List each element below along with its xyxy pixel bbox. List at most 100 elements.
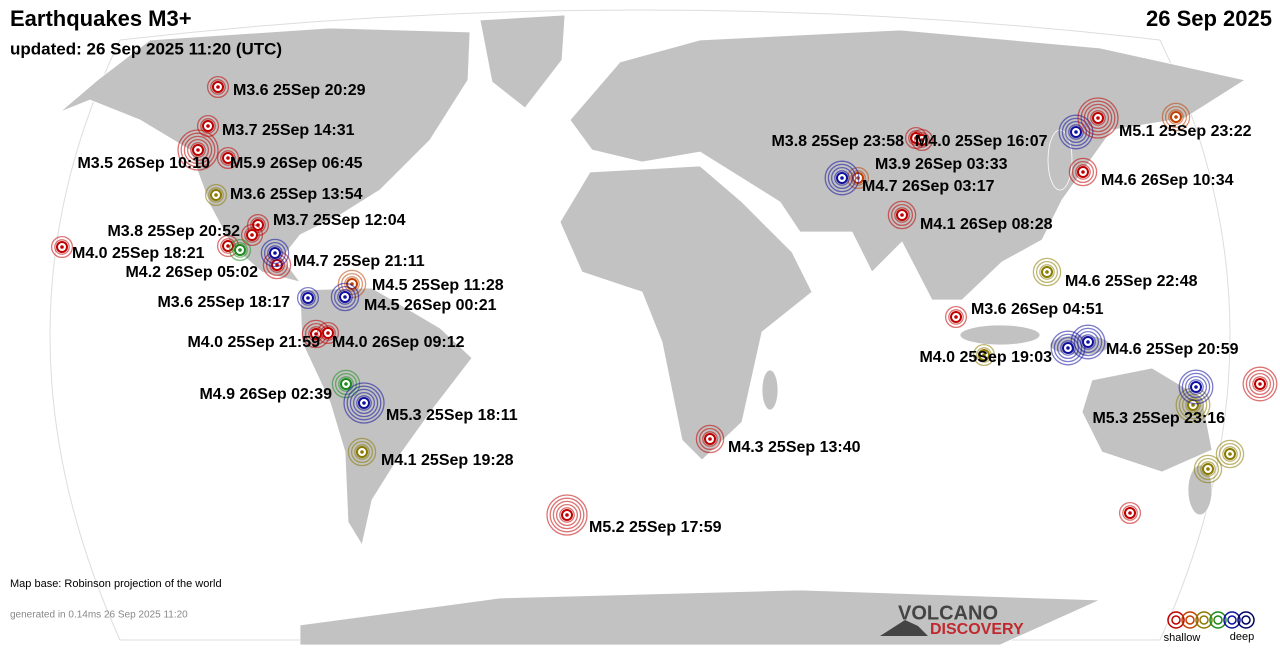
marker-ring [972, 343, 996, 367]
quake-marker [1032, 257, 1062, 287]
marker-ring [1222, 446, 1238, 462]
marker-dot [60, 245, 64, 249]
marker-ring [914, 132, 930, 148]
marker-ring [244, 227, 260, 243]
marker-ring [300, 290, 316, 306]
quake-label: M4.0 26Sep 09:12 [332, 334, 465, 351]
marker-ring [346, 385, 382, 421]
marker-ring [1080, 100, 1116, 136]
quake-marker [972, 343, 996, 367]
quake-label: M4.2 26Sep 05:02 [125, 264, 258, 281]
marker-dot [1081, 170, 1085, 174]
marker-dot [226, 244, 230, 248]
legend-ring [1237, 611, 1255, 629]
marker-ring [263, 241, 287, 265]
quake-label: M4.5 26Sep 00:21 [364, 297, 497, 314]
quake-label: M5.3 25Sep 23:16 [1092, 410, 1225, 427]
logo-line1: VOLCANO [898, 602, 998, 624]
marker-dot [206, 124, 210, 128]
marker-ring [1058, 114, 1094, 150]
marker-ring [350, 440, 374, 464]
marker-ring [976, 347, 992, 363]
legend-ring [1181, 611, 1199, 629]
marker-ring [555, 503, 579, 527]
marker-ring [698, 427, 722, 451]
quake-label: M3.6 26Sep 04:51 [971, 301, 1104, 318]
marker-ring [320, 325, 336, 341]
quake-marker [301, 319, 331, 349]
quake-marker [50, 235, 74, 259]
marker-dot [196, 148, 200, 152]
quake-marker [204, 183, 228, 207]
quake-marker [1175, 387, 1211, 423]
marker-dot [708, 437, 712, 441]
quake-label: M3.8 25Sep 20:52 [107, 223, 240, 240]
legend-ring [1223, 611, 1241, 629]
marker-ring [232, 242, 248, 258]
marker-dot [314, 332, 318, 336]
marker-ring [702, 431, 718, 447]
legend-shallow: shallow [1164, 632, 1201, 644]
quake-marker [1161, 102, 1191, 132]
marker-ring [1193, 454, 1223, 484]
quake-marker [260, 238, 290, 268]
marker-dot [900, 213, 904, 217]
marker-ring [948, 309, 964, 325]
quake-marker [1118, 501, 1142, 525]
marker-ring [827, 163, 857, 193]
quake-marker [1242, 366, 1278, 402]
quake-label: M3.7 25Sep 14:31 [222, 122, 355, 139]
marker-dot [1258, 382, 1262, 386]
quake-marker [1077, 97, 1119, 139]
marker-ring [216, 146, 240, 170]
quake-label: M4.6 25Sep 20:59 [1106, 341, 1239, 358]
quake-label: M5.3 25Sep 18:11 [386, 407, 518, 424]
quake-marker [1068, 157, 1098, 187]
quake-label: M4.0 25Sep 18:21 [72, 245, 205, 262]
quake-marker [695, 424, 725, 454]
marker-ring [354, 444, 370, 460]
quake-marker [343, 382, 385, 424]
quake-label: M4.0 25Sep 19:03 [919, 349, 1052, 366]
marker-ring [1118, 501, 1142, 525]
marker-ring [1188, 379, 1204, 395]
quake-label: M4.0 25Sep 16:07 [915, 133, 1048, 150]
marker-ring [1075, 164, 1091, 180]
marker-ring [1073, 327, 1103, 357]
marker-ring [552, 500, 582, 530]
marker-ring [204, 183, 228, 207]
marker-ring [228, 238, 252, 262]
marker-ring [316, 321, 340, 345]
marker-dot [273, 251, 277, 255]
marker-ring [1242, 366, 1278, 402]
marker-dot [1045, 270, 1049, 274]
marker-dot [1174, 115, 1178, 119]
quake-marker [910, 128, 934, 152]
quake-label: M5.1 25Sep 23:22 [1119, 123, 1252, 140]
marker-ring [1196, 457, 1220, 481]
marker-ring [1080, 334, 1096, 350]
quake-label: M4.6 26Sep 10:34 [1101, 172, 1234, 189]
marker-dot [1074, 130, 1078, 134]
marker-dot [214, 193, 218, 197]
marker-dot [362, 401, 366, 405]
legend-deep: deep [1230, 631, 1254, 643]
marker-ring [894, 207, 910, 223]
marker-dot [954, 315, 958, 319]
marker-dot [1066, 346, 1070, 350]
marker-ring [338, 376, 354, 392]
quake-marker [546, 494, 588, 536]
marker-dot [1128, 511, 1132, 515]
marker-ring [260, 238, 290, 268]
quake-marker [347, 437, 377, 467]
marker-ring [1071, 160, 1095, 184]
marker-dot [1096, 116, 1100, 120]
marker-ring [1252, 376, 1268, 392]
marker-ring [1053, 333, 1083, 363]
quake-label: M3.7 25Sep 12:04 [273, 212, 406, 229]
marker-ring [337, 289, 353, 305]
marker-ring [887, 200, 917, 230]
marker-ring [208, 187, 224, 203]
marker-dot [226, 156, 230, 160]
marker-ring [549, 497, 585, 533]
